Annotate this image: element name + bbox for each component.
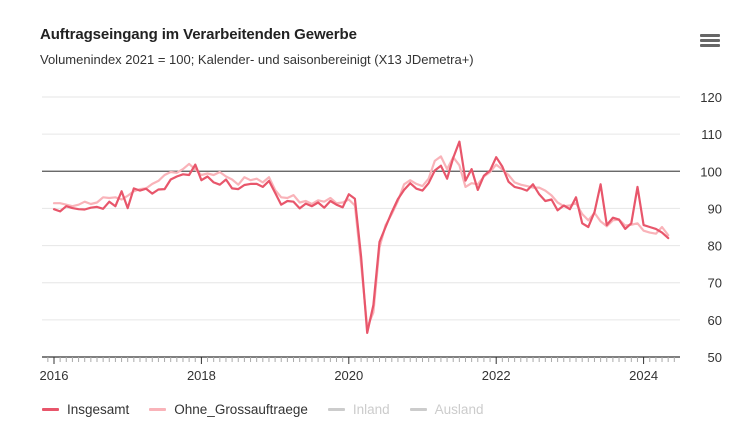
y-tick-label: 110 [701, 127, 722, 142]
y-axis-labels: 50 60 70 80 90 100 110 120 [700, 90, 722, 365]
legend-item-ohne-grossauftraege[interactable]: Ohne_Grossauftraege [149, 402, 308, 417]
legend-swatch [42, 408, 59, 411]
menu-bar [700, 39, 720, 42]
series-line-ohne-grossauftraege [52, 155, 670, 329]
chart-title: Auftragseingang im Verarbeitenden Gewerb… [40, 26, 357, 43]
menu-bar [700, 44, 720, 47]
series-line-insgesamt [52, 140, 670, 334]
legend-swatch [327, 408, 345, 411]
legend-item-insgesamt[interactable]: Insgesamt [42, 402, 129, 417]
y-tick-label: 90 [708, 201, 722, 216]
y-tick-label: 50 [708, 350, 722, 365]
x-axis: 2016 2018 2020 2022 2024 [40, 356, 680, 383]
legend-item-ausland[interactable]: Ausland [409, 402, 484, 417]
x-tick-label: 2022 [482, 368, 511, 383]
x-tick-label: 2018 [187, 368, 216, 383]
legend: Insgesamt Ohne_Grossauftraege Inland Auslan… [42, 402, 503, 417]
legend-swatch [409, 408, 427, 411]
hamburger-menu-icon[interactable] [700, 34, 720, 50]
legend-label: Inland [352, 402, 390, 417]
y-tick-label: 60 [708, 313, 722, 328]
menu-bar [700, 34, 720, 37]
legend-swatch [149, 408, 167, 411]
legend-label: Insgesamt [67, 402, 130, 417]
y-tick-label: 100 [700, 164, 722, 179]
x-tick-label: 2024 [629, 368, 658, 383]
chart-subtitle: Volumenindex 2021 = 100; Kalender- und s… [40, 52, 474, 67]
legend-label: Ausland [434, 402, 484, 417]
y-tick-label: 120 [700, 90, 722, 105]
y-tick-label: 70 [708, 276, 722, 291]
series-lines [52, 140, 670, 334]
y-tick-label: 80 [708, 239, 722, 254]
legend-label: Ohne_Grossauftraege [174, 402, 308, 417]
legend-item-inland[interactable]: Inland [327, 402, 390, 417]
x-tick-label: 2020 [334, 368, 363, 383]
gridlines [42, 96, 680, 321]
x-tick-label: 2016 [40, 368, 69, 383]
